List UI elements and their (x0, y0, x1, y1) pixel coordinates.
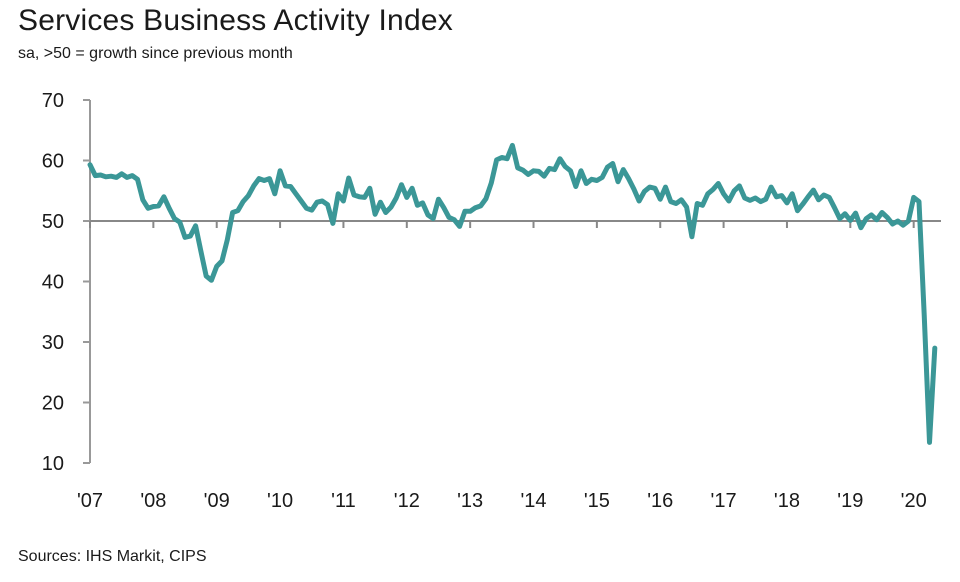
y-tick-label: 70 (42, 90, 64, 112)
x-tick-labels: '07 '08 '09 '10 '11 '12 '13 '14 '15 '16 '17 '18 '19 '… (77, 490, 927, 512)
x-tick-label: '08 (140, 490, 166, 512)
y-tick-label: 40 (42, 272, 64, 294)
reference-line-group (89, 220, 941, 228)
x-tick-label: '16 (647, 490, 673, 512)
y-tick-label: 60 (42, 151, 64, 173)
x-tick-label: '11 (331, 490, 356, 512)
series-line-services-business-activity (87, 142, 938, 445)
chart-title: Services Business Activity Index (18, 4, 453, 37)
x-tick-label: '12 (394, 490, 420, 512)
series-group (87, 142, 938, 445)
y-tick-label: 50 (42, 211, 64, 233)
x-tick-label: '15 (584, 490, 610, 512)
x-tick-label: '20 (901, 490, 927, 512)
x-tick-label: '19 (837, 490, 863, 512)
y-tick-labels: 10 20 30 40 50 60 70 (42, 90, 64, 475)
x-tick-label: '13 (457, 490, 483, 512)
x-tick-label: '18 (774, 490, 800, 512)
x-tick-label: '10 (267, 490, 293, 512)
x-tick-label: '07 (77, 490, 103, 512)
chart-subtitle: sa, >50 = growth since previous month (18, 45, 293, 62)
x-tick-label: '14 (520, 490, 546, 512)
source-note: Sources: IHS Markit, CIPS (18, 548, 207, 565)
y-tick-label: 20 (42, 393, 64, 415)
chart-axes (83, 99, 91, 464)
x-tick-label: '09 (204, 490, 230, 512)
y-tick-label: 30 (42, 332, 64, 354)
y-tick-label: 10 (42, 453, 64, 475)
x-tick-label: '17 (711, 490, 737, 512)
